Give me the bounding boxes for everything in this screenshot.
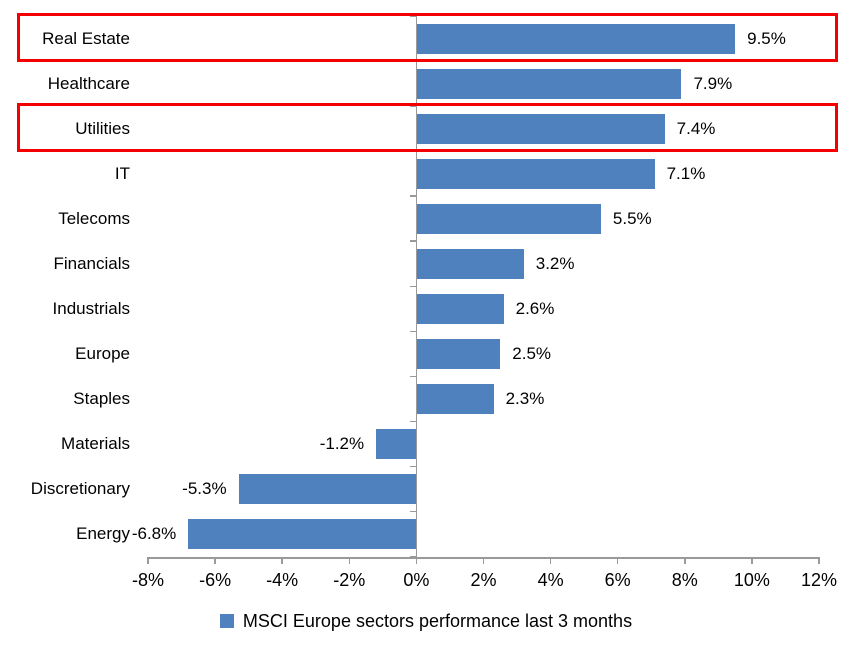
legend-color-swatch xyxy=(219,614,234,628)
chart-legend: MSCI Europe sectors performance last 3 m… xyxy=(0,607,852,635)
x-axis-tick-label: -2% xyxy=(333,570,366,590)
y-axis-tick xyxy=(410,510,417,513)
x-axis-tick-label: 12% xyxy=(800,570,838,590)
value-label-materials: -1.2% xyxy=(319,434,365,454)
category-label-healthcare: Healthcare xyxy=(47,73,130,93)
y-axis-tick xyxy=(410,240,417,242)
bar-financials xyxy=(417,248,524,279)
bar-materials xyxy=(376,429,417,460)
x-axis-tick xyxy=(482,557,485,564)
value-label-financials: 3.2% xyxy=(535,253,575,273)
legend-label: MSCI Europe sectors performance last 3 m… xyxy=(242,611,633,631)
x-axis-tick-label: 2% xyxy=(470,570,497,590)
x-axis-tick-label: 0% xyxy=(403,570,430,590)
x-axis-tick xyxy=(818,557,820,564)
x-axis-tick-label: -4% xyxy=(266,570,299,590)
category-label-energy: Energy xyxy=(76,524,130,544)
bar-energy xyxy=(188,519,417,550)
x-axis-tick-label: 10% xyxy=(733,570,770,590)
category-label-industrials: Industrials xyxy=(52,299,130,319)
x-axis-tick-label: -6% xyxy=(199,570,232,590)
value-label-healthcare: 7.9% xyxy=(693,73,733,93)
x-axis-tick xyxy=(549,557,552,564)
y-axis-tick xyxy=(410,465,417,468)
value-label-industrials: 2.6% xyxy=(515,299,555,319)
y-axis-tick xyxy=(410,375,417,378)
bar-telecoms xyxy=(417,203,601,234)
y-axis-tick xyxy=(410,420,417,423)
category-label-it: IT xyxy=(114,163,130,183)
value-label-telecoms: 5.5% xyxy=(612,208,652,228)
highlight-box-utilities xyxy=(17,103,838,153)
y-axis-tick xyxy=(410,285,417,287)
x-axis-tick xyxy=(684,557,686,564)
bar-it xyxy=(417,158,655,189)
x-axis-tick-label: 8% xyxy=(671,570,698,590)
y-axis-line xyxy=(415,14,418,557)
value-label-staples: 2.3% xyxy=(505,389,545,409)
value-label-it: 7.1% xyxy=(666,163,706,183)
y-axis-tick xyxy=(410,330,417,333)
category-label-europe: Europe xyxy=(75,344,130,364)
y-axis-tick xyxy=(410,195,417,197)
bar-utilities xyxy=(417,113,665,144)
x-axis-tick xyxy=(281,557,283,564)
x-axis-tick-label: -8% xyxy=(131,570,164,590)
bar-discretionary xyxy=(238,474,417,505)
value-label-real-estate: 9.5% xyxy=(747,28,786,48)
x-axis-tick xyxy=(348,557,351,564)
bar-staples xyxy=(417,384,494,415)
category-label-materials: Materials xyxy=(61,434,130,454)
category-label-telecoms: Telecoms xyxy=(58,208,130,228)
x-axis-tick-label: 4% xyxy=(537,570,564,590)
value-label-energy: -6.8% xyxy=(131,524,177,544)
x-axis-tick xyxy=(214,557,216,564)
value-label-discretionary: -5.3% xyxy=(182,479,227,499)
category-label-staples: Staples xyxy=(73,389,130,409)
x-axis-tick xyxy=(147,557,149,564)
category-label-utilities: Utilities xyxy=(75,118,130,138)
category-label-real-estate: Real Estate xyxy=(42,28,130,48)
category-label-financials: Financials xyxy=(53,253,130,273)
x-axis-tick-label: 6% xyxy=(604,570,631,590)
x-axis-tick xyxy=(616,557,619,564)
highlight-box-real-estate xyxy=(17,13,838,63)
bar-real-estate xyxy=(417,23,736,54)
x-axis-tick xyxy=(751,557,753,564)
value-label-utilities: 7.4% xyxy=(676,118,716,138)
value-label-europe: 2.5% xyxy=(512,344,552,364)
x-axis-tick xyxy=(415,557,418,564)
y-axis-tick xyxy=(410,556,417,558)
bar-europe xyxy=(417,339,501,370)
category-label-discretionary: Discretionary xyxy=(30,479,130,499)
bar-industrials xyxy=(417,294,504,325)
bar-healthcare xyxy=(417,68,682,99)
